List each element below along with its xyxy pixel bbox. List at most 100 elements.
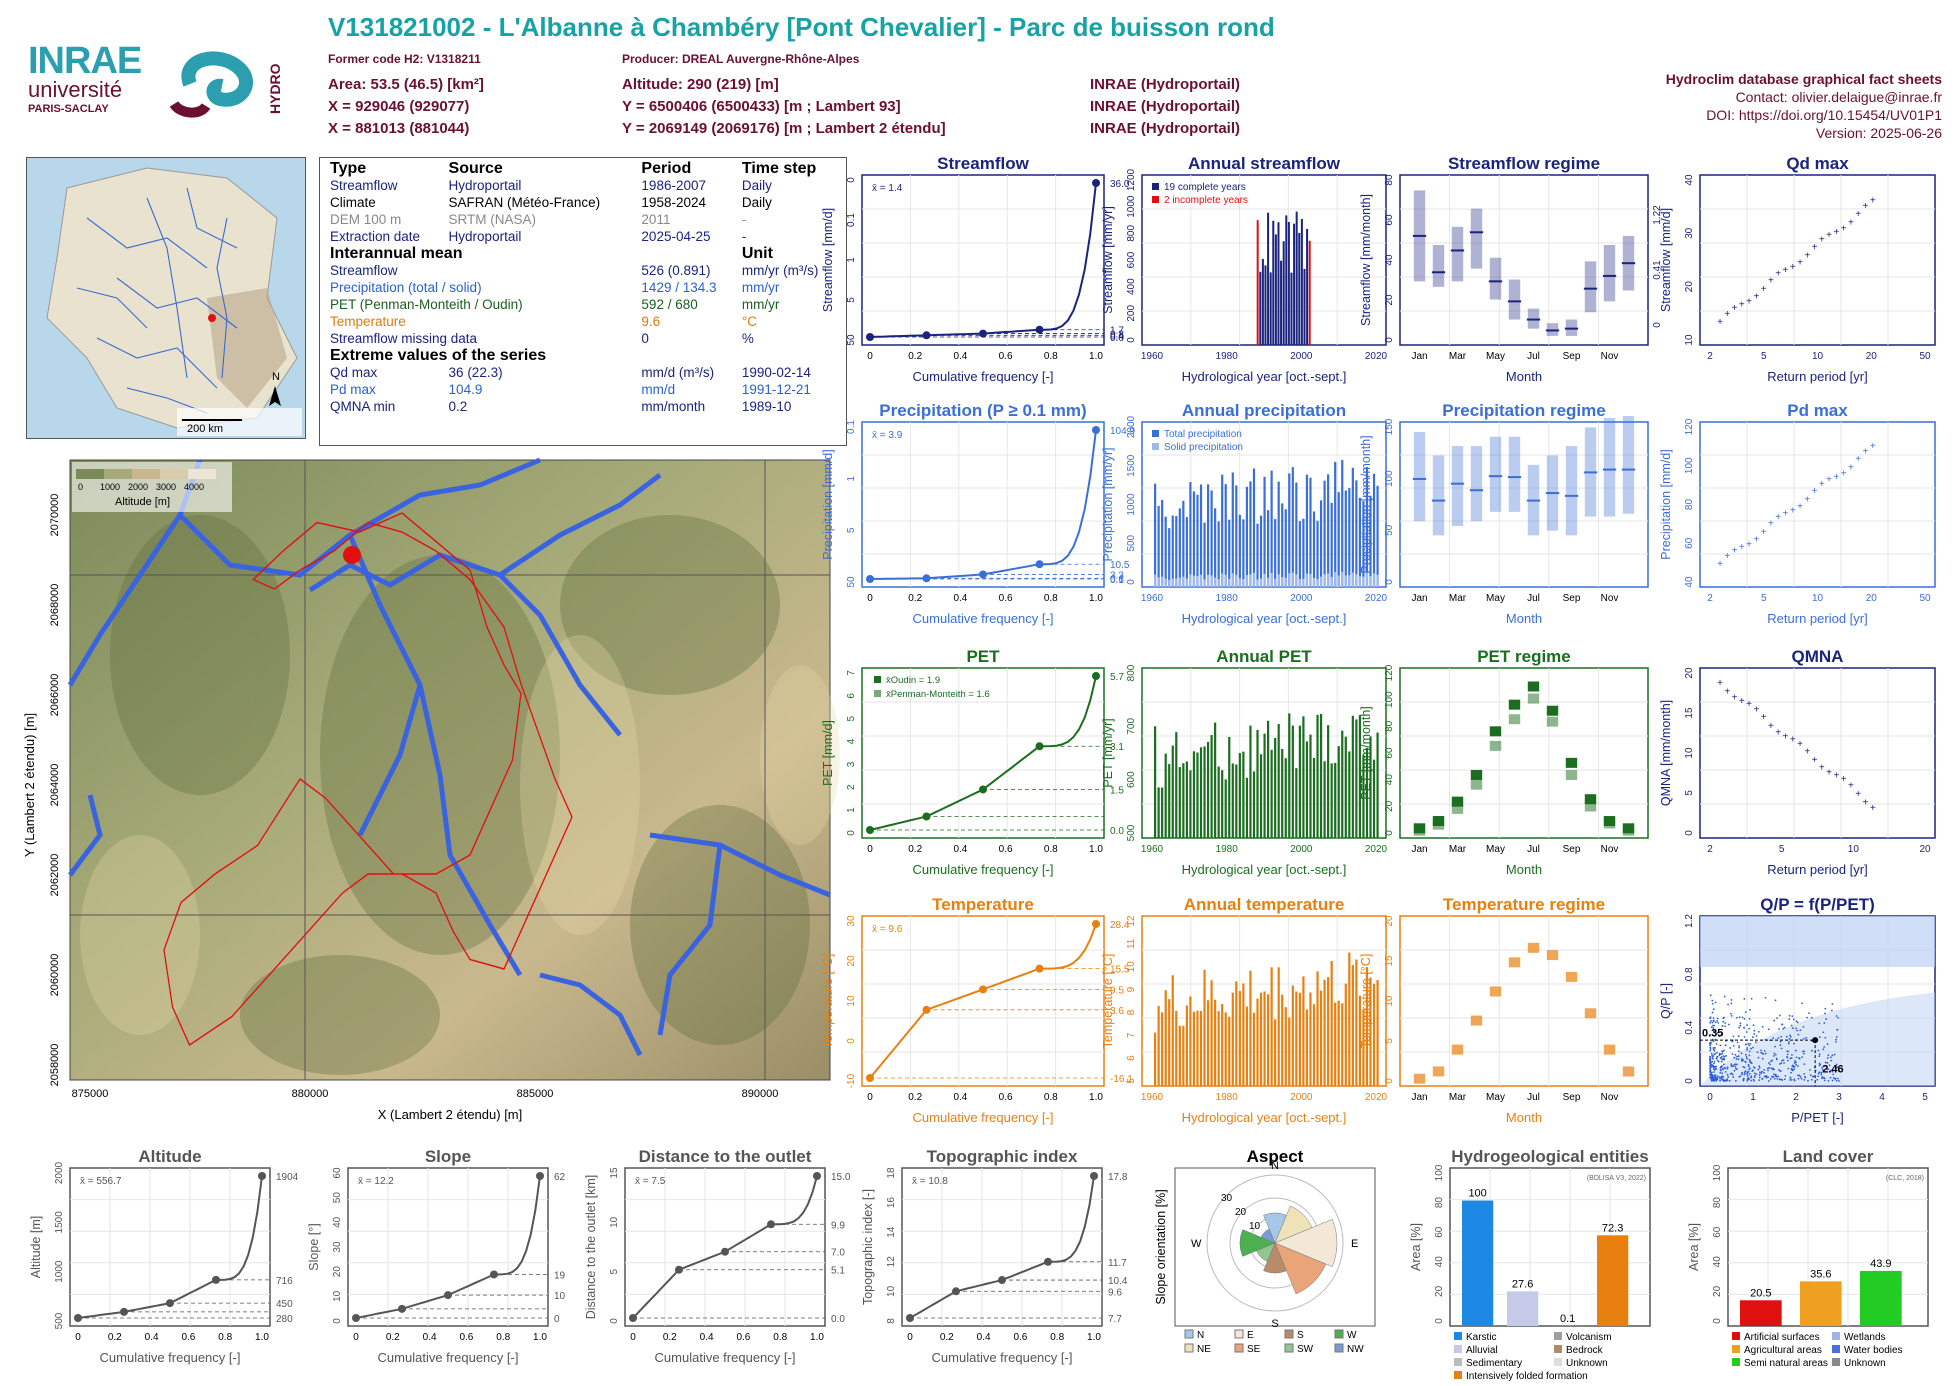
bar-value-label: 100: [1468, 1188, 1486, 1200]
y-axis-label: PET [mm/yr]: [1101, 718, 1115, 787]
qp-point: [1778, 1063, 1781, 1065]
year-bar: [1272, 220, 1275, 345]
year-bar: [1302, 518, 1305, 587]
qp-point: [1818, 1062, 1821, 1065]
qp-point: [1711, 1002, 1714, 1005]
y-tick-label: 600: [1126, 251, 1137, 268]
year-bar: [1259, 992, 1263, 1086]
solid-bar: [1298, 579, 1301, 587]
x-tick-label: 0.6: [999, 351, 1013, 362]
y-tick-label: 0: [1384, 337, 1395, 343]
cell: Qd max: [330, 365, 378, 380]
x-tick-label: 0.2: [386, 1332, 400, 1343]
cell: 1429 / 134.3: [641, 280, 717, 295]
year-bar: [1252, 468, 1256, 587]
right-value-label: 19: [554, 1270, 566, 1281]
year-bar: [1312, 757, 1316, 838]
return-point: +: [1768, 721, 1774, 732]
unit-title: Unit: [741, 245, 773, 262]
qp-point: [1742, 1078, 1745, 1080]
qp-point: [1827, 1080, 1830, 1082]
qp-point: [1809, 1074, 1812, 1077]
solid-bar: [1199, 574, 1203, 587]
solid-bar: [1263, 573, 1266, 587]
quantile-box: [1432, 245, 1445, 287]
right-value-label: 17.8: [1108, 1172, 1128, 1183]
plot-frame: [1699, 421, 1936, 588]
y-tick-label: 16: [886, 1197, 897, 1209]
map-xtick: 875000: [72, 1088, 109, 1100]
oudin-mark: [1546, 705, 1559, 716]
year-bar: [1274, 1019, 1277, 1086]
contact[interactable]: Contact: olivier.delaigue@inrae.fr: [1735, 89, 1942, 105]
qp-point: [1786, 1056, 1789, 1059]
qp-point: [1744, 1043, 1747, 1046]
qp-point: [1742, 1059, 1745, 1062]
qp-point: [1715, 1043, 1718, 1045]
chart-altitude: Altitude Cumulative frequency [-] Altitude…: [29, 1147, 299, 1365]
hydro-logo: HYDRO: [169, 51, 283, 118]
legend-swatch: [1184, 1329, 1194, 1339]
outlet-marker: [343, 546, 361, 564]
y-tick-label: 0: [846, 830, 857, 836]
year-bar: [1259, 754, 1263, 838]
year-bar: [1291, 467, 1294, 587]
year-bar: [1341, 459, 1344, 587]
qp-point: [1712, 1017, 1715, 1019]
qp-point: [1798, 1057, 1800, 1059]
qp-point: [1711, 1011, 1714, 1014]
qp-point: [1779, 1044, 1782, 1047]
month-label: Jan: [1411, 844, 1427, 855]
qp-point: [1737, 1050, 1740, 1053]
qp-point: [1770, 1060, 1772, 1063]
return-point: +: [1797, 739, 1803, 750]
qp-point: [1830, 1059, 1833, 1062]
qp-point: [1739, 1022, 1742, 1025]
year-bar: [1157, 1005, 1160, 1086]
x-tick-label: 10: [1812, 351, 1824, 362]
qp-point: [1769, 1063, 1771, 1066]
year-bar: [1178, 1025, 1181, 1086]
doi[interactable]: DOI: https://doi.org/10.15454/UV01P1: [1706, 107, 1942, 123]
year-bar: [1168, 764, 1171, 838]
month-label: Mar: [1449, 351, 1467, 362]
y-tick-label: 40: [1434, 1256, 1445, 1268]
right-value-label: 7.7: [1108, 1314, 1122, 1325]
qp-point: [1719, 1066, 1722, 1069]
qp-point: [1748, 1050, 1751, 1053]
qp-point: [1730, 1012, 1732, 1015]
qp-point: [1710, 1041, 1712, 1044]
year-bar: [1256, 220, 1259, 345]
solid-bar: [1210, 575, 1213, 587]
year-bar: [1263, 733, 1266, 838]
legend-swatch: [1152, 443, 1159, 450]
x-tick-label: 1980: [1216, 1092, 1239, 1103]
year-bar: [1203, 746, 1206, 838]
legend-tick: 4000: [184, 482, 204, 492]
legend-text: Sedimentary: [1466, 1358, 1522, 1369]
year-bar: [1376, 485, 1379, 587]
x-tick-label: 1.0: [1089, 351, 1103, 362]
map-xtick: 880000: [292, 1088, 329, 1100]
x-tick-label: 0.6: [1013, 1332, 1027, 1343]
y-tick-label: 20: [1384, 294, 1395, 306]
chart-qd_max: Qd max Return period [yr] Streamflow [mm/d…: [1659, 154, 1936, 384]
qp-point: [1779, 1040, 1782, 1043]
qp-point: [1712, 1047, 1715, 1049]
chart-annual_precipitation: Annual precipitation Hydrological year [o…: [1101, 401, 1388, 626]
year-bar: [1242, 983, 1245, 1086]
qp-point: [1832, 1073, 1835, 1076]
y-tick-label: 5: [846, 715, 857, 721]
qp-point: [1753, 1032, 1756, 1035]
qp-point: [1709, 1070, 1712, 1073]
right-value-label: 15.5: [1110, 965, 1130, 976]
qp-point: [1750, 997, 1753, 1000]
map-xlabel: X (Lambert 2 étendu) [m]: [378, 1107, 523, 1122]
legend-swatch: [1284, 1329, 1294, 1339]
solid-bar: [1235, 574, 1238, 587]
x-tick-label: 0.6: [999, 844, 1013, 855]
qp-point: [1804, 1076, 1807, 1079]
return-point: +: [1761, 284, 1767, 295]
y-tick-label: 1: [846, 807, 857, 813]
y-tick-label: 7: [846, 670, 857, 676]
